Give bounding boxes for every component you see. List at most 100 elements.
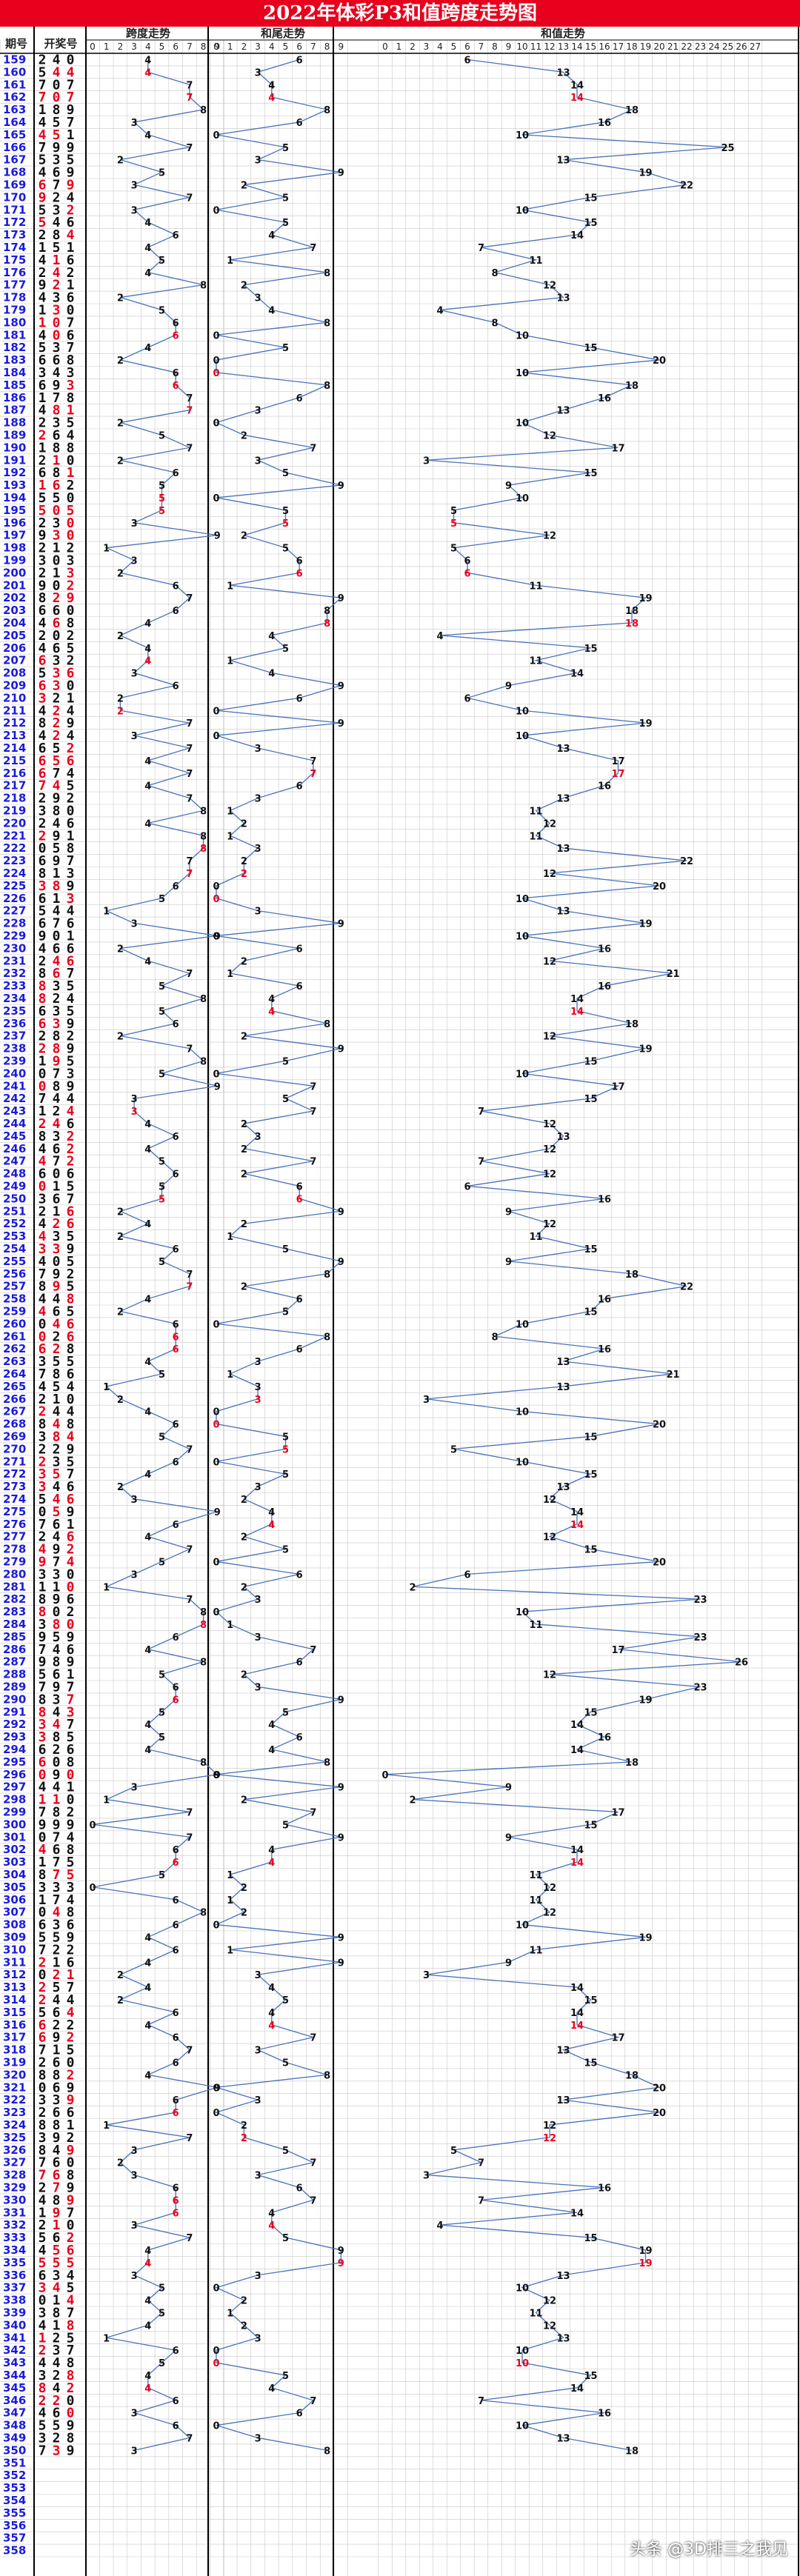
tail-point: 3 — [255, 794, 261, 805]
span-point: 4 — [144, 67, 151, 79]
draw-digit: 3 — [39, 1191, 47, 1207]
span-point: 5 — [159, 1007, 165, 1018]
sum-point: 12 — [543, 2120, 556, 2132]
span-point: 2 — [117, 568, 124, 579]
sum-axis-tick: 3 — [424, 41, 430, 52]
tail-point: 3 — [255, 1382, 261, 1393]
sum-point: 3 — [423, 1395, 430, 1406]
draw-digit: 8 — [39, 991, 47, 1007]
draw-digit: 1 — [39, 315, 47, 330]
draw-digit: 4 — [39, 2318, 47, 2333]
issue-number: 220 — [3, 816, 26, 830]
issue-number: 200 — [3, 566, 26, 579]
draw-digit: 6 — [67, 1742, 75, 1758]
draw-digit: 4 — [67, 1091, 75, 1107]
issue-number: 258 — [3, 1292, 26, 1306]
draw-digit: 6 — [39, 465, 47, 481]
sum-point: 20 — [653, 881, 666, 892]
tail-point: 2 — [241, 1495, 247, 1506]
issue-number: 351 — [3, 2456, 26, 2469]
span-point: 5 — [159, 1069, 165, 1080]
draw-digit: 6 — [53, 478, 61, 493]
sum-point: 7 — [478, 243, 484, 254]
span-axis-tick: 0 — [90, 41, 96, 52]
span-point: 6 — [173, 1019, 179, 1030]
span-point: 7 — [186, 1444, 193, 1455]
draw-digit: 3 — [53, 1229, 61, 1244]
draw-digit: 2 — [53, 1341, 61, 1357]
draw-digit: 6 — [53, 1517, 61, 1532]
sum-point: 15 — [584, 218, 597, 229]
draw-digit: 2 — [39, 541, 47, 556]
tail-point: 4 — [268, 669, 275, 680]
issue-number: 353 — [3, 2481, 26, 2495]
draw-digit: 0 — [39, 1329, 47, 1344]
draw-digit: 1 — [67, 690, 75, 706]
span-axis-tick: 1 — [104, 41, 110, 52]
draw-digit: 4 — [39, 1379, 47, 1395]
draw-digit: 4 — [39, 1842, 47, 1858]
tail-point: 5 — [282, 193, 289, 204]
draw-digit: 3 — [39, 1466, 47, 1482]
span-point: 3 — [131, 1495, 138, 1506]
draw-digit: 2 — [39, 565, 47, 581]
span-point: 3 — [131, 555, 138, 567]
span-axis-tick: 9 — [214, 41, 220, 52]
draw-digit: 2 — [53, 2368, 61, 2383]
draw-digit: 6 — [67, 1316, 75, 1332]
tail-point: 2 — [241, 1795, 247, 1806]
draw-digit: 9 — [67, 1655, 75, 1670]
span-point: 1 — [103, 1382, 110, 1393]
draw-digit: 2 — [39, 1529, 47, 1545]
draw-digit: 6 — [53, 2230, 61, 2246]
sum-point: 13 — [556, 844, 570, 855]
issue-number: 327 — [3, 2156, 26, 2169]
draw-digit: 9 — [67, 177, 75, 193]
draw-digit: 2 — [39, 1441, 47, 1457]
draw-digit: 4 — [53, 52, 61, 67]
issue-number: 340 — [3, 2318, 26, 2332]
span-point: 6 — [173, 318, 179, 329]
draw-digit: 6 — [53, 2406, 61, 2421]
draw-digit: 7 — [53, 1066, 61, 1081]
draw-digit: 2 — [39, 52, 47, 67]
draw-digit: 3 — [39, 803, 47, 818]
tail-point: 0 — [213, 1407, 219, 1418]
tail-point: 0 — [213, 1607, 219, 1618]
issue-number: 197 — [3, 529, 26, 542]
issue-number: 186 — [3, 391, 26, 404]
span-point: 6 — [173, 1632, 179, 1644]
sum-point: 14 — [570, 1007, 584, 1018]
tail-point: 2 — [241, 818, 247, 830]
tail-point: 8 — [324, 1332, 330, 1343]
sum-point: 18 — [625, 1758, 639, 1769]
draw-digit: 2 — [39, 227, 47, 243]
draw-digit: 5 — [67, 1855, 75, 1870]
issue-number: 230 — [3, 941, 26, 955]
issue-number: 275 — [3, 1505, 26, 1518]
draw-digit: 6 — [67, 666, 75, 681]
issue-number: 189 — [3, 428, 26, 441]
draw-digit: 6 — [39, 853, 47, 869]
draw-digit: 6 — [67, 1492, 75, 1507]
tail-point: 4 — [268, 1520, 275, 1531]
issue-number: 291 — [3, 1705, 26, 1718]
draw-digit: 6 — [53, 1141, 61, 1157]
sum-point: 10 — [516, 418, 529, 430]
draw-digit: 2 — [39, 791, 47, 807]
issue-number: 177 — [3, 278, 26, 292]
span-point: 5 — [159, 1670, 165, 1681]
draw-digit: 5 — [39, 1929, 47, 1945]
span-point: 7 — [186, 443, 193, 454]
issue-number: 294 — [3, 1743, 26, 1756]
span-point: 4 — [144, 1932, 151, 1943]
draw-digit: 7 — [67, 2205, 75, 2220]
span-point: 9 — [214, 2083, 221, 2094]
issue-number: 160 — [3, 65, 26, 79]
draw-digit: 7 — [67, 1717, 75, 1732]
sum-axis-tick: 17 — [613, 41, 624, 52]
draw-digit: 2 — [53, 1104, 61, 1119]
draw-digit: 5 — [53, 841, 61, 856]
draw-digit: 7 — [67, 1466, 75, 1482]
issue-number: 290 — [3, 1692, 26, 1706]
